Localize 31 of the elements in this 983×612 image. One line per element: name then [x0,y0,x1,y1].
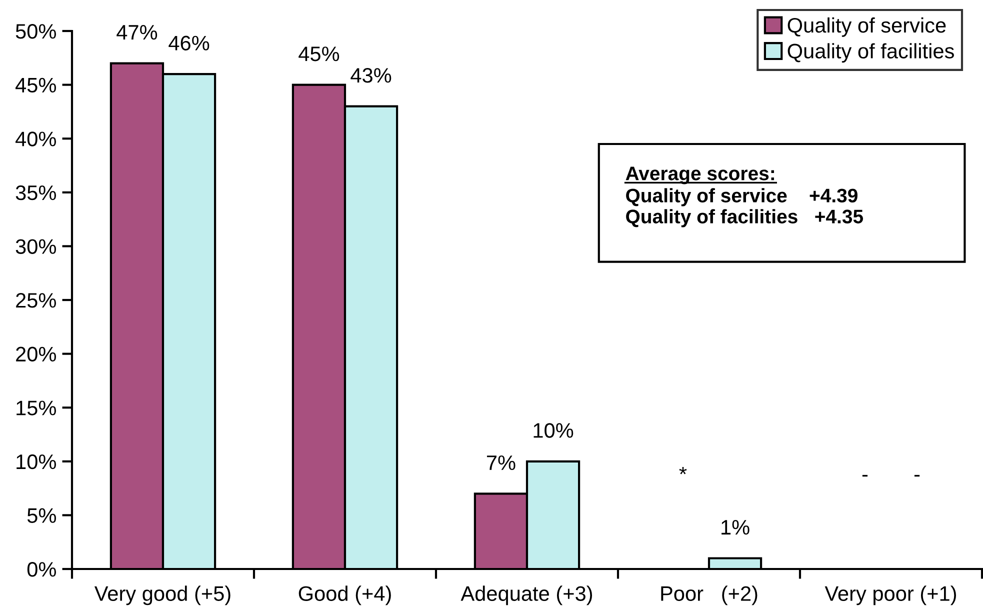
x-tick-label: Poor (+2) [661,586,758,606]
y-tick-label: 5% [27,508,56,523]
x-tick-label: Adequate (+3) [460,586,592,606]
data-label: 46% [168,36,210,50]
text: * [679,466,687,474]
x-tick-label: Good (+4) [298,586,391,606]
annotation: Quality of facilities +4.35 [626,209,864,228]
y-tick-label: 20% [16,346,56,362]
data-label: 47% [116,25,158,40]
annotation: Quality of service +4.39 [626,188,858,206]
data-label: 10% [534,423,574,438]
y-tick-label: 30% [16,239,56,254]
text: - [914,474,920,477]
legend-label: Quality of service [788,17,946,37]
y-tick-label: 40% [16,132,56,146]
x-tick-label: Very good (+5) [94,586,230,606]
text: - [862,474,868,477]
y-tick-label: 35% [16,185,56,200]
legend-label: Quality of facilities [788,43,954,63]
y-tick-label: 0% [27,562,56,577]
data-label: 45% [298,46,340,62]
data-label: 7% [486,455,516,470]
y-tick-label: 15% [16,400,56,416]
y-tick-label: 25% [16,293,56,308]
annotation: Average scores: [626,166,774,184]
y-tick-label: 50% [16,24,56,39]
x-tick-label: Very poor (+1) [824,586,956,606]
y-tick-label: 45% [16,78,56,93]
data-label: 1% [722,520,750,535]
y-tick-label: 10% [16,454,56,470]
data-label: 43% [350,68,392,83]
